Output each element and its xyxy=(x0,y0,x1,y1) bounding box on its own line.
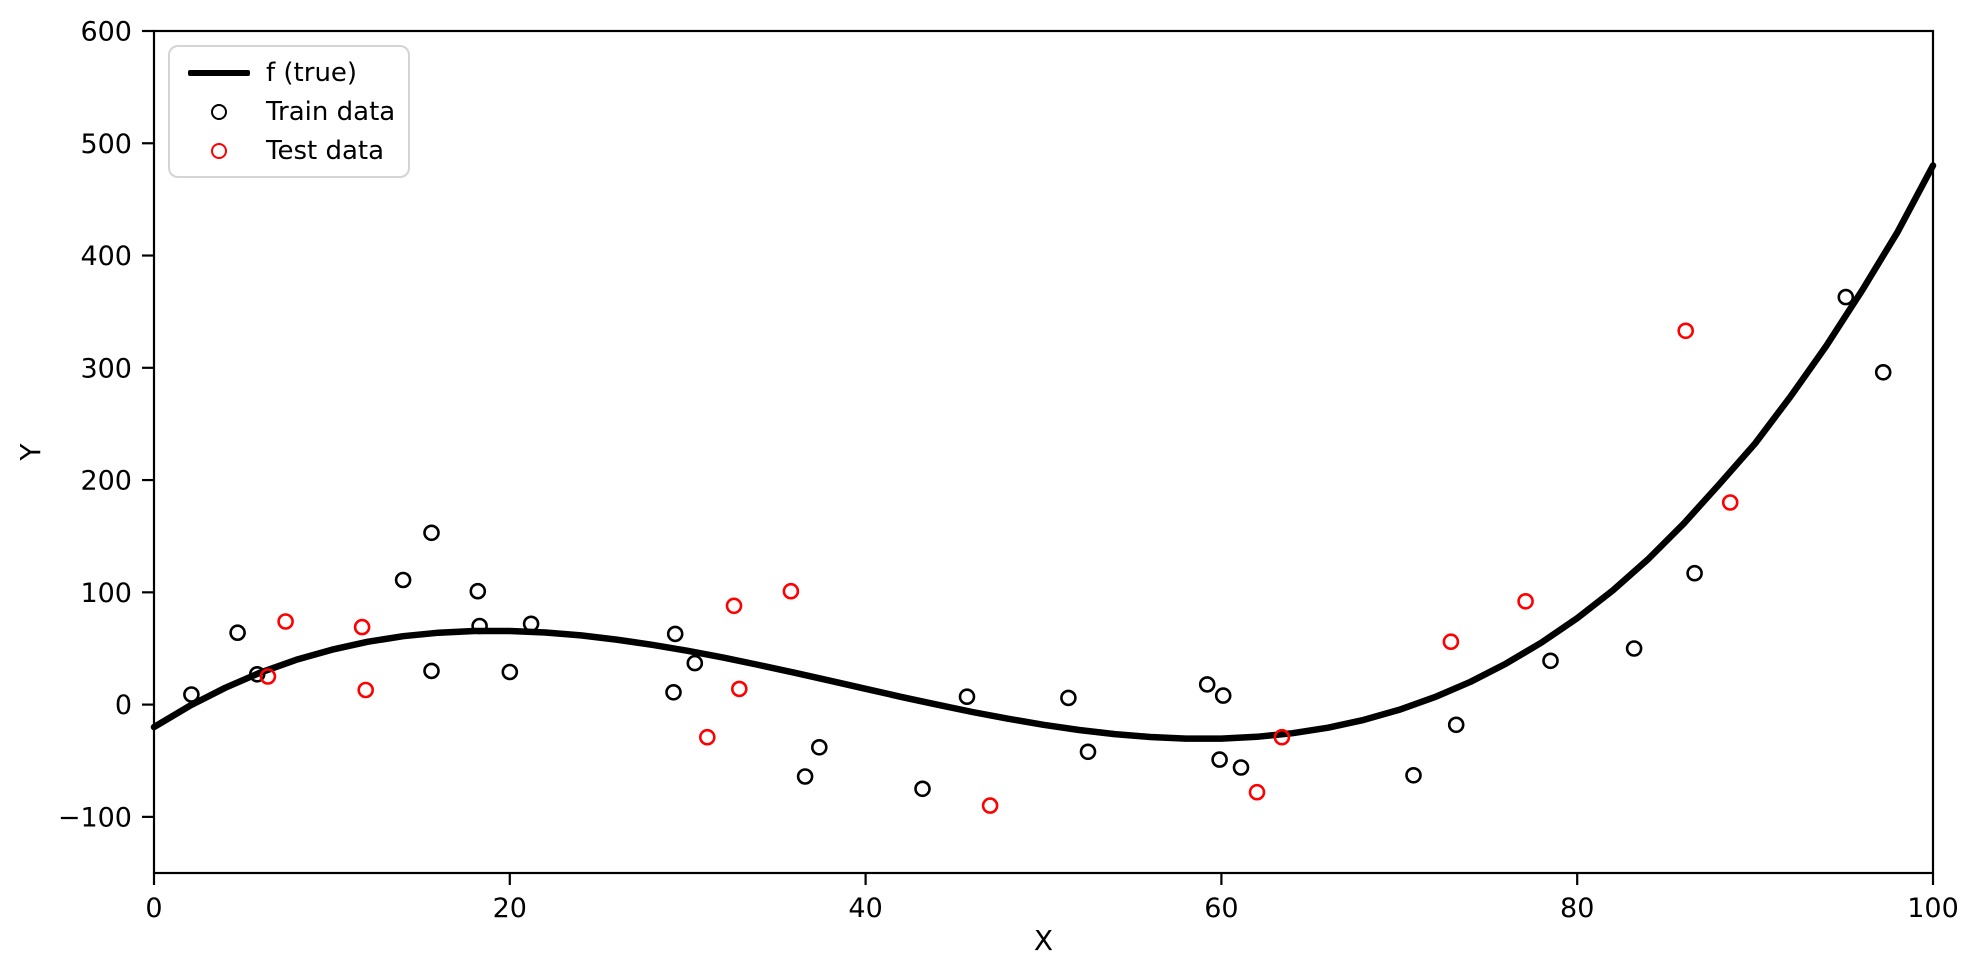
test-point xyxy=(1677,322,1694,340)
train-point xyxy=(1232,759,1250,776)
train-point xyxy=(1447,716,1465,734)
test-point xyxy=(1248,783,1266,801)
train-point xyxy=(1686,564,1703,582)
train-point xyxy=(810,738,828,756)
train-point xyxy=(469,582,487,600)
train-point xyxy=(1625,640,1643,657)
test-point xyxy=(277,613,294,630)
train-point xyxy=(666,625,684,643)
train-point xyxy=(183,686,200,703)
y-tick-label: −100 xyxy=(58,802,132,833)
train-point xyxy=(1211,751,1228,768)
x-axis: 0 20 40 60 80 100 xyxy=(145,873,1959,924)
open-circle-marker-icon xyxy=(211,103,227,120)
train-point xyxy=(423,662,440,680)
train-point xyxy=(796,768,814,785)
train-point xyxy=(423,524,440,542)
y-axis-label: Y xyxy=(14,443,47,462)
train-point xyxy=(1198,676,1216,693)
legend-label-true-function: f (true) xyxy=(266,57,358,88)
train-point xyxy=(1079,743,1097,761)
plot-frame xyxy=(152,29,1935,875)
line-swatch-icon xyxy=(188,69,250,76)
x-axis-label: X xyxy=(1034,924,1053,957)
test-point xyxy=(730,680,748,698)
test-point xyxy=(357,681,375,699)
train-point xyxy=(958,688,976,706)
x-tick-label: 80 xyxy=(1560,893,1594,924)
train-point xyxy=(1837,288,1855,306)
legend-item-true-function: f (true) xyxy=(180,54,408,92)
legend: f (true) Train data Test data xyxy=(168,45,410,178)
train-point xyxy=(522,615,540,633)
legend-label-test-data: Test data xyxy=(266,135,385,166)
y-tick-label: 500 xyxy=(80,129,132,160)
x-tick-label: 100 xyxy=(1907,893,1959,924)
test-point xyxy=(1721,494,1739,511)
train-point xyxy=(914,780,931,798)
y-tick-label: 0 xyxy=(115,690,132,721)
train-point xyxy=(229,624,246,642)
y-tick-label: 600 xyxy=(80,17,132,48)
x-tick-label: 60 xyxy=(1204,893,1238,924)
true-function-curve xyxy=(150,162,1937,742)
train-point xyxy=(471,617,488,635)
train-point xyxy=(248,665,266,683)
train-point xyxy=(501,663,519,681)
test-point xyxy=(353,618,371,636)
x-tick-label: 20 xyxy=(493,893,527,924)
y-tick-label: 200 xyxy=(80,466,132,497)
test-point xyxy=(1442,633,1460,651)
y-tick-label: 400 xyxy=(80,241,132,272)
test-point xyxy=(1517,592,1534,610)
train-point xyxy=(1542,652,1559,670)
y-tick-label: 300 xyxy=(80,353,132,384)
open-circle-marker-icon xyxy=(211,142,227,159)
train-data-series xyxy=(183,288,1892,798)
test-point xyxy=(725,597,743,615)
train-point xyxy=(1405,766,1422,784)
train-point xyxy=(394,571,412,589)
y-tick-label: 100 xyxy=(80,578,132,609)
test-point xyxy=(782,582,800,600)
test-point xyxy=(981,797,999,814)
test-point xyxy=(259,668,277,685)
train-point xyxy=(665,683,682,701)
legend-item-test-data: Test data xyxy=(180,132,408,170)
x-tick-label: 0 xyxy=(145,893,162,924)
train-point xyxy=(1214,687,1232,704)
legend-item-train-data: Train data xyxy=(180,93,408,131)
test-data-series xyxy=(259,322,1739,814)
train-point xyxy=(1874,363,1892,381)
train-point xyxy=(1060,689,1077,707)
test-point xyxy=(1273,728,1291,746)
x-tick-label: 40 xyxy=(848,893,882,924)
train-point xyxy=(686,654,704,672)
legend-label-train-data: Train data xyxy=(266,96,396,127)
test-point xyxy=(698,728,716,746)
y-axis: −100 0 100 200 300 400 500 600 xyxy=(58,17,154,833)
